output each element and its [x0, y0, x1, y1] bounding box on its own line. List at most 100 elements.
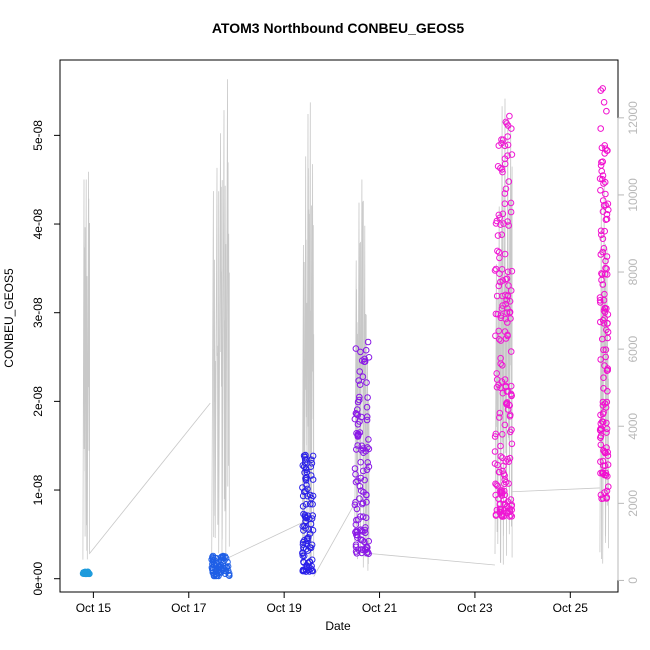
data-point: [84, 570, 92, 578]
data-point: [300, 558, 307, 566]
data-point: [499, 210, 507, 218]
data-point: [508, 440, 516, 448]
data-point: [352, 498, 359, 506]
data-point: [603, 271, 611, 278]
data-point: [597, 356, 605, 363]
data-point: [601, 290, 608, 298]
data-point: [597, 251, 605, 258]
altitude-trace-flight-6: [599, 179, 609, 564]
data-point: [499, 389, 507, 397]
data-point: [600, 385, 607, 392]
data-point: [497, 442, 504, 450]
data-point: [365, 445, 373, 453]
data-point: [355, 377, 363, 384]
data-point: [597, 187, 604, 194]
data-point: [492, 265, 500, 273]
data-point: [601, 362, 608, 369]
data-point: [495, 248, 503, 256]
data-point: [600, 320, 608, 327]
data-point: [498, 378, 506, 385]
data-point: [498, 231, 506, 238]
data-point: [363, 416, 371, 424]
data-point: [503, 309, 511, 316]
data-point: [496, 508, 504, 516]
data-point: [357, 348, 364, 356]
data-point: [504, 498, 512, 505]
data-point: [304, 537, 311, 545]
data-point: [602, 346, 610, 354]
data-point: [599, 235, 607, 242]
axes-layer: Oct 15 Oct 17 Oct 19 Oct 21 Oct 23 Oct 25 0e+0…: [31, 101, 640, 615]
data-point: [502, 300, 510, 308]
data-point: [299, 567, 307, 575]
data-point: [499, 362, 506, 369]
data-point: [504, 218, 511, 225]
plot-frame: [59, 59, 619, 593]
data-point: [598, 167, 606, 175]
data-point: [309, 476, 317, 483]
data-point: [505, 458, 513, 466]
data-point: [362, 546, 369, 553]
data-point: [602, 257, 609, 265]
data-point: [602, 353, 610, 361]
data-point: [501, 142, 509, 150]
data-point: [504, 141, 512, 149]
data-point: [602, 264, 609, 272]
data-point: [352, 541, 360, 549]
data-point: [494, 232, 502, 239]
y-tick-label: 2e-08: [31, 386, 45, 417]
data-point: [491, 267, 499, 274]
data-point: [497, 453, 505, 460]
data-point: [504, 268, 512, 276]
data-point: [300, 510, 307, 518]
y-tick-label: 3e-08: [31, 297, 45, 328]
data-point: [301, 537, 308, 544]
chart-title: ATOM3 Northbound CONBEU_GEOS5: [212, 20, 464, 36]
data-point: [501, 250, 509, 258]
data-point: [496, 506, 504, 513]
data-point: [504, 332, 511, 340]
data-point: [363, 379, 370, 386]
data-point: [304, 547, 312, 554]
data-point: [603, 495, 610, 502]
data-point: [600, 418, 607, 426]
data-point: [496, 409, 504, 417]
data-point: [504, 152, 511, 159]
data-point: [603, 326, 610, 334]
data-point: [605, 483, 612, 491]
data-point: [497, 337, 505, 344]
data-point: [597, 227, 605, 235]
data-point: [362, 514, 370, 522]
data-point: [493, 370, 501, 377]
y2-tick-label: 12000: [626, 101, 640, 135]
data-point: [301, 459, 309, 467]
data-point: [352, 410, 360, 417]
data-point: [363, 498, 370, 506]
data-point: [499, 431, 506, 438]
altitude-trace-layer: [82, 79, 609, 577]
data-point: [308, 541, 316, 549]
data-point: [499, 302, 506, 309]
data-point: [357, 536, 365, 543]
data-point: [598, 158, 605, 166]
data-point: [506, 508, 514, 516]
data-point: [598, 231, 605, 239]
data-point: [601, 142, 609, 149]
data-point: [601, 150, 609, 157]
data-point: [603, 487, 611, 495]
data-point: [351, 501, 359, 509]
data-point: [497, 384, 504, 392]
data-point: [597, 441, 605, 449]
data-point: [354, 477, 361, 485]
data-point: [302, 475, 310, 482]
data-point: [82, 570, 90, 578]
data-point: [599, 470, 606, 477]
y-tick-label: 1e-08: [31, 474, 45, 505]
data-point: [363, 403, 371, 411]
data-point: [599, 457, 607, 465]
data-point: [599, 316, 607, 324]
data-point: [600, 180, 607, 187]
data-point: [603, 215, 611, 223]
data-point: [604, 319, 611, 327]
data-point: [352, 548, 360, 555]
